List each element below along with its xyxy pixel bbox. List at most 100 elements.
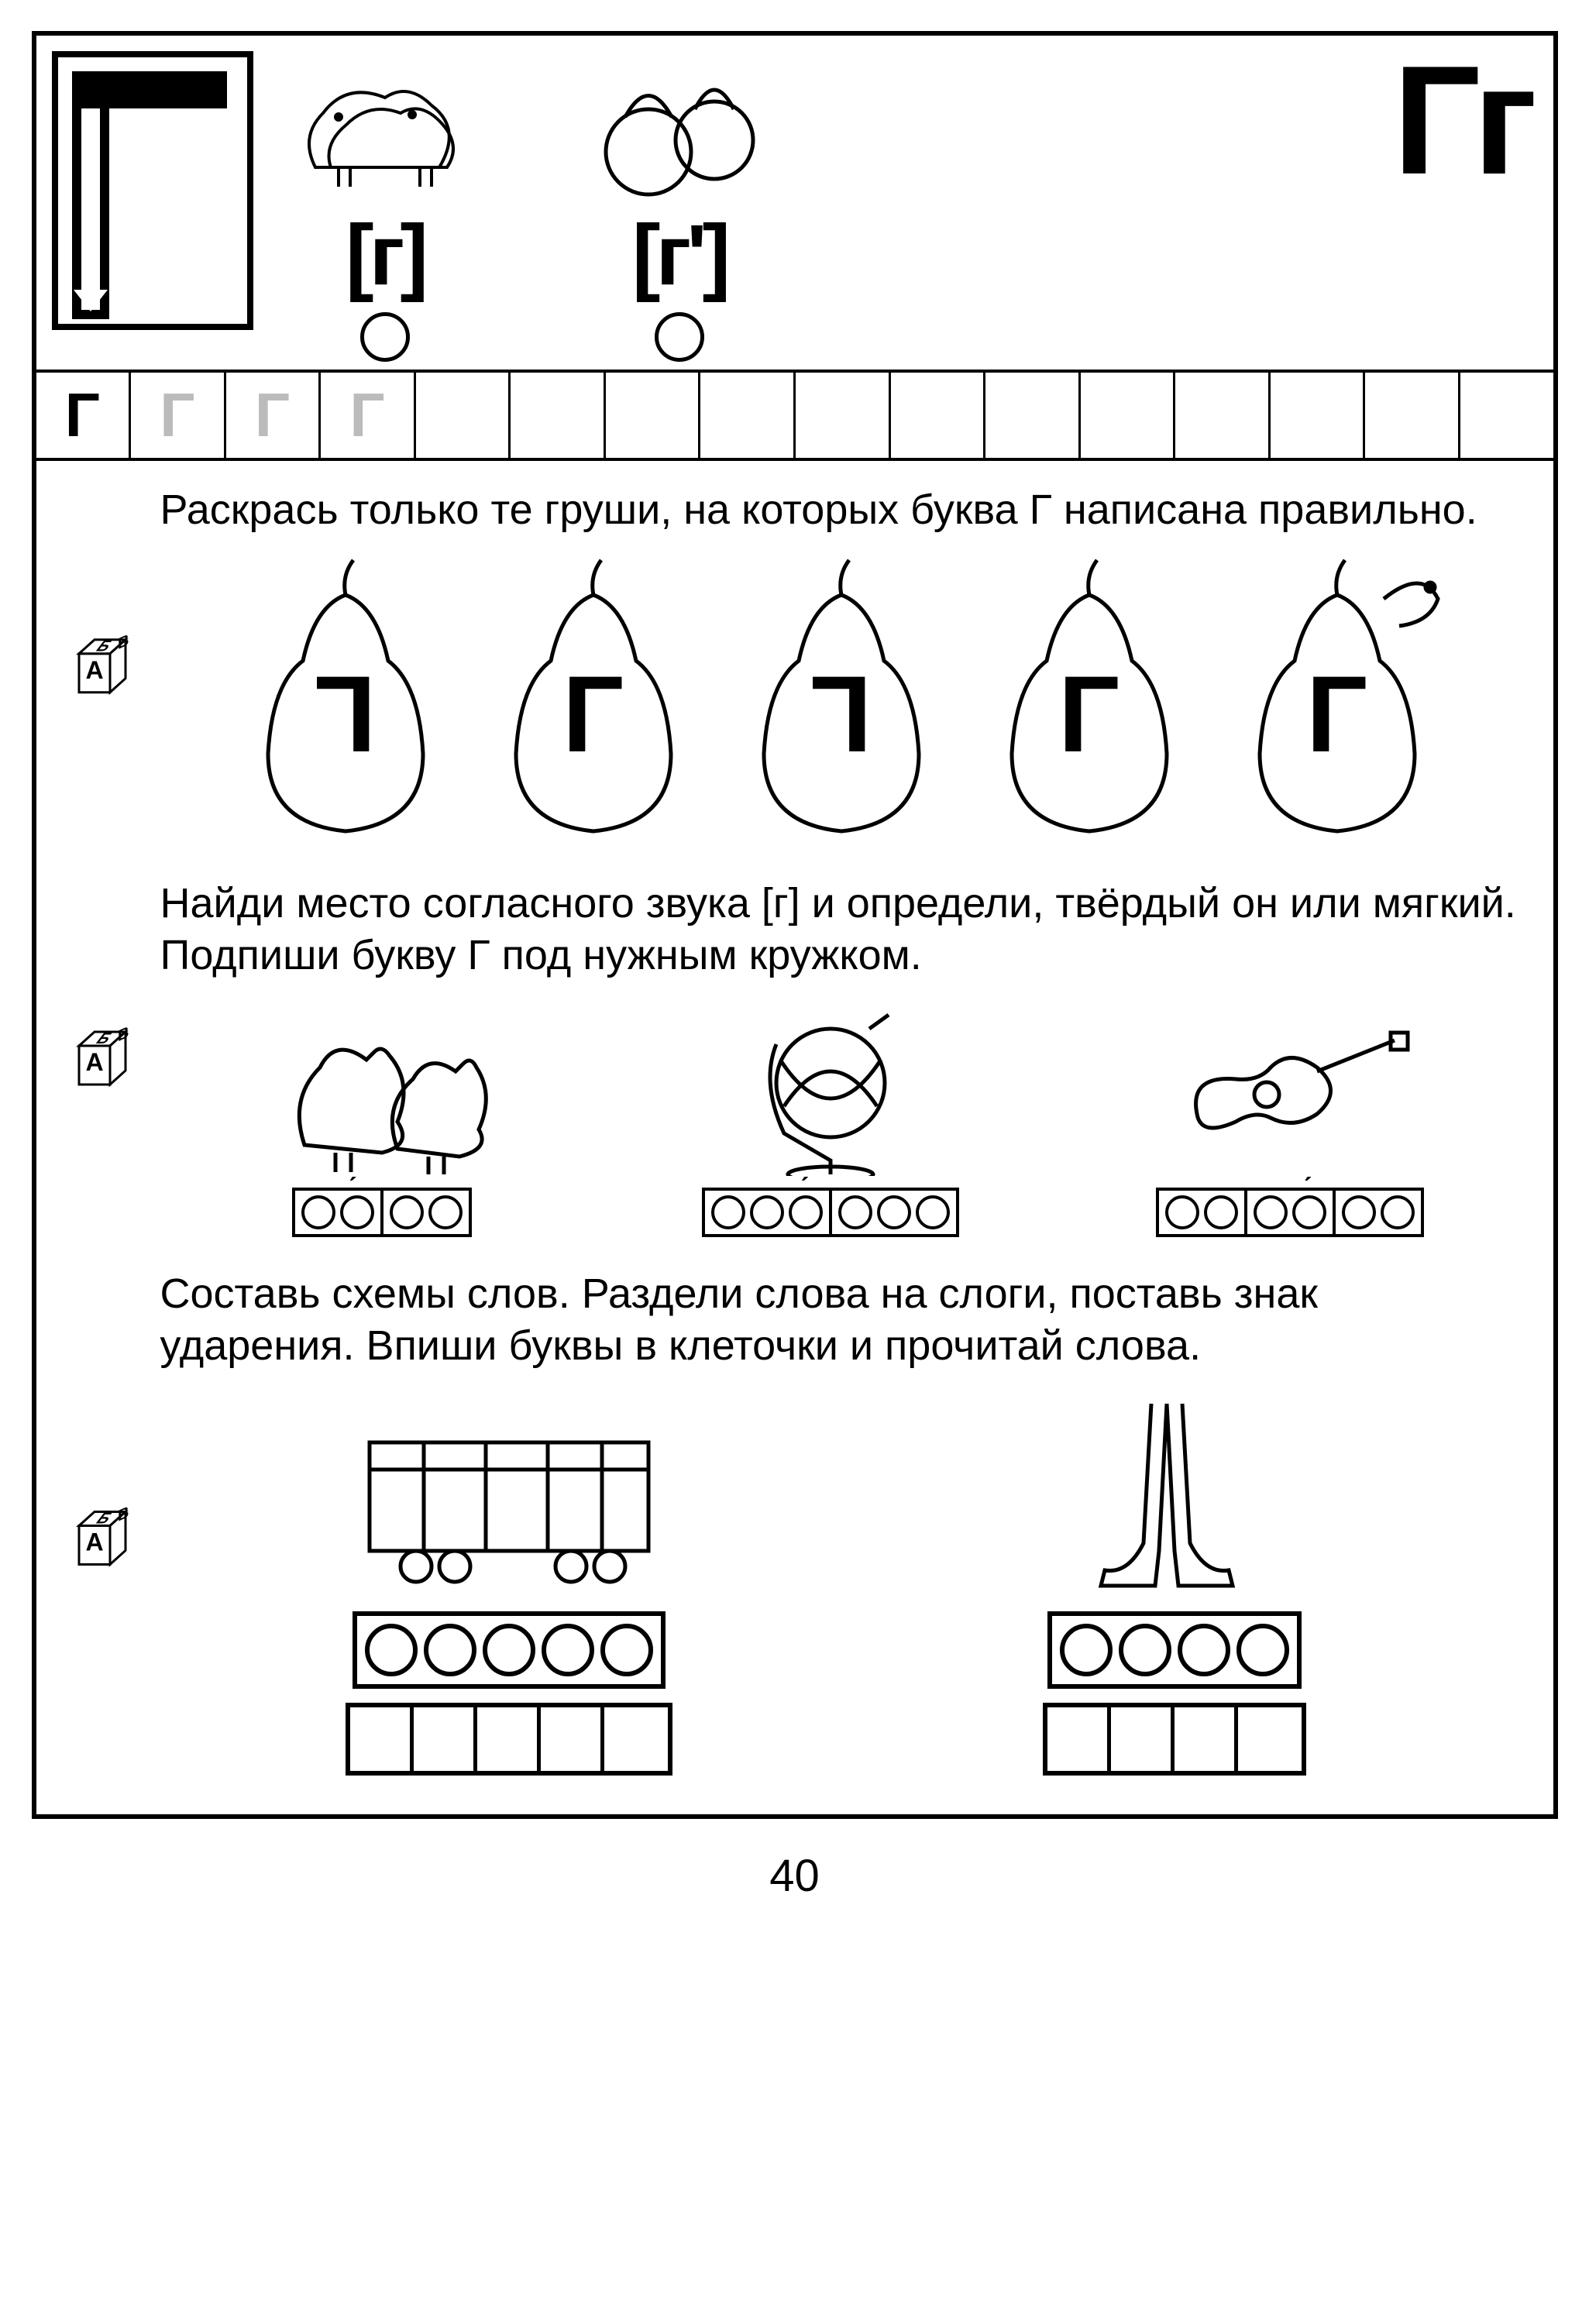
task3-text: Составь схемы слов. Раздели слова на сло… — [160, 1268, 1522, 1373]
scheme-circle[interactable] — [483, 1624, 535, 1676]
scheme-item — [346, 1396, 672, 1776]
pear-letter: Г — [810, 651, 872, 777]
phonetic-label-hard: [г] — [346, 206, 424, 304]
pear-letter: Г — [562, 651, 624, 777]
pear[interactable]: Г — [725, 552, 958, 847]
sound-circle[interactable] — [1381, 1195, 1415, 1229]
scheme-square[interactable] — [1175, 1707, 1238, 1771]
scheme-squares — [1043, 1703, 1306, 1776]
scheme-circle[interactable] — [1236, 1624, 1289, 1676]
task-3: А Б В Составь схемы слов. Раздели слова … — [36, 1245, 1553, 1814]
scheme-square[interactable] — [1111, 1707, 1175, 1771]
scheme-squares — [346, 1703, 672, 1776]
phonetic-circle[interactable] — [655, 312, 704, 362]
scheme-circle[interactable] — [542, 1624, 594, 1676]
trace-cell[interactable] — [416, 373, 511, 458]
trace-cell[interactable] — [1081, 373, 1176, 458]
scheme-circle[interactable] — [424, 1624, 476, 1676]
sound-circle[interactable] — [1165, 1195, 1199, 1229]
sound-row: ́ ́ ́ — [160, 1006, 1522, 1237]
trace-cell[interactable] — [1271, 373, 1366, 458]
header-letter-pair: Гг — [1393, 51, 1530, 191]
pear[interactable]: Г — [229, 552, 462, 847]
trace-cell[interactable]: Г — [36, 373, 132, 458]
cube-icon: А Б В — [67, 1268, 137, 1807]
cube-icon: А Б В — [67, 878, 137, 1237]
sound-circle[interactable] — [1204, 1195, 1238, 1229]
phonetic-label-soft: [г'] — [632, 206, 726, 304]
letter-stroke-guide — [52, 51, 253, 330]
trace-cell[interactable] — [891, 373, 986, 458]
scheme-square[interactable] — [477, 1707, 541, 1771]
task1-text: Раскрась только те груши, на которых бук… — [160, 484, 1522, 537]
sound-circle[interactable] — [916, 1195, 950, 1229]
scheme-item — [1012, 1396, 1337, 1776]
sound-circle[interactable] — [1292, 1195, 1326, 1229]
pear[interactable]: Г — [477, 552, 710, 847]
svg-text:В: В — [118, 1023, 129, 1045]
trace-cell[interactable] — [796, 373, 891, 458]
phonetic-soft: [г'] — [579, 59, 780, 362]
pear-letter: Г — [1058, 651, 1120, 777]
sound-circle[interactable] — [877, 1195, 911, 1229]
svg-text:В: В — [118, 1503, 129, 1525]
scheme-square[interactable] — [414, 1707, 477, 1771]
svg-text:В: В — [118, 631, 129, 654]
pears-row: Г Г Г Г Г — [160, 552, 1522, 847]
sound-circle[interactable] — [750, 1195, 784, 1229]
cube-icon: А Б В — [67, 484, 137, 847]
trace-cell[interactable]: Г — [321, 373, 416, 458]
scheme-circle[interactable] — [1178, 1624, 1230, 1676]
scheme-circle[interactable] — [1060, 1624, 1113, 1676]
sound-circle[interactable] — [301, 1195, 335, 1229]
scheme-circles — [353, 1611, 666, 1689]
task-2: А Б В Найди место согласного звука [г] и… — [36, 854, 1553, 1245]
trace-cell[interactable] — [606, 373, 701, 458]
sound-circle[interactable] — [1254, 1195, 1288, 1229]
phonetic-hard: [г] — [284, 59, 486, 362]
doves-icon — [284, 59, 486, 198]
trace-cell[interactable] — [1460, 373, 1553, 458]
scheme-square[interactable] — [541, 1707, 604, 1771]
worksheet-page: [г] [г'] Гг ГГГГ — [32, 31, 1558, 1819]
sound-item: ́ — [258, 1006, 506, 1237]
scheme-circle[interactable] — [1119, 1624, 1171, 1676]
scheme-circle[interactable] — [600, 1624, 653, 1676]
header: [г] [г'] Гг — [36, 36, 1553, 373]
page-number: 40 — [31, 1850, 1558, 1902]
sound-circle[interactable] — [838, 1195, 872, 1229]
pear[interactable]: Г — [1221, 552, 1453, 847]
phonetic-group: [г] [г'] — [284, 59, 780, 362]
pear-letter: Г — [315, 651, 376, 777]
scheme-square[interactable] — [350, 1707, 414, 1771]
scheme-square[interactable] — [1047, 1707, 1111, 1771]
task-1: А Б В Раскрась только те груши, на котор… — [36, 461, 1553, 854]
sound-circle[interactable] — [789, 1195, 823, 1229]
sound-circle[interactable] — [711, 1195, 745, 1229]
svg-text:А: А — [85, 1528, 103, 1556]
scheme-row — [160, 1396, 1522, 1807]
trace-cell[interactable] — [985, 373, 1081, 458]
trace-cell[interactable] — [511, 373, 606, 458]
wagon-icon — [346, 1396, 672, 1597]
scheme-square[interactable] — [1238, 1707, 1302, 1771]
pear[interactable]: Г — [973, 552, 1206, 847]
globe-icon — [707, 1006, 954, 1176]
trace-cell[interactable]: Г — [131, 373, 226, 458]
trace-cell[interactable] — [1365, 373, 1460, 458]
sound-circle[interactable] — [1342, 1195, 1376, 1229]
phonetic-circle[interactable] — [360, 312, 410, 362]
trace-cell[interactable] — [1175, 373, 1271, 458]
sound-circle[interactable] — [390, 1195, 424, 1229]
trace-cell[interactable]: Г — [226, 373, 322, 458]
circle-diagram: ́ — [292, 1188, 472, 1237]
trace-cell[interactable] — [700, 373, 796, 458]
scheme-circles — [1047, 1611, 1302, 1689]
scheme-circle[interactable] — [365, 1624, 418, 1676]
scheme-square[interactable] — [604, 1707, 668, 1771]
trace-row: ГГГГ — [36, 373, 1553, 461]
svg-text:А: А — [85, 1048, 103, 1076]
sound-circle[interactable] — [340, 1195, 374, 1229]
sound-circle[interactable] — [428, 1195, 463, 1229]
sound-item: ́ — [702, 1006, 959, 1237]
